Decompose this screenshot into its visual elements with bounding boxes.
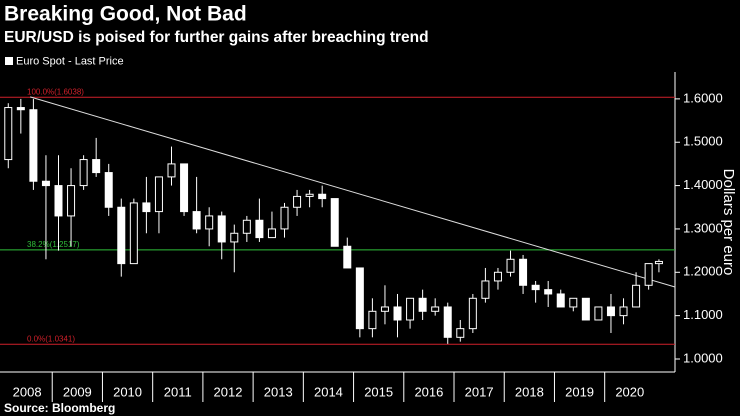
candle-body [205, 215, 214, 230]
candle-body [456, 328, 465, 338]
x-tick-label: 2019 [565, 384, 594, 399]
candle-body [393, 306, 402, 321]
candle-body [506, 258, 515, 273]
candle-body [606, 306, 615, 317]
candle-body [293, 195, 302, 208]
level-label: 100.0%(1.6038) [27, 87, 84, 96]
candle-body [267, 228, 276, 239]
candle-body [142, 202, 151, 213]
candle-body [41, 180, 50, 187]
y-tick-label: 1.2000 [683, 264, 723, 279]
candle-body [380, 306, 389, 312]
candle-body [368, 310, 377, 330]
candle-body [569, 297, 578, 308]
x-tick-label: 2015 [364, 384, 393, 399]
candle-body [619, 306, 628, 317]
y-tick-label: 1.5000 [683, 134, 723, 149]
candle-body [167, 163, 176, 178]
y-tick-label: 1.0000 [683, 350, 723, 365]
x-tick-label: 2014 [314, 384, 343, 399]
candle-body [343, 245, 352, 269]
x-tick-label: 2016 [414, 384, 443, 399]
x-tick-label: 2013 [264, 384, 293, 399]
candle-body [318, 193, 327, 200]
x-tick-label: 2017 [465, 384, 494, 399]
x-tick-label: 2010 [113, 384, 142, 399]
candle-body [355, 267, 364, 330]
candle-body [92, 159, 101, 174]
chart-subtitle: EUR/USD is poised for further gains afte… [4, 29, 429, 46]
candle-body [556, 293, 565, 308]
x-tick-label: 2008 [13, 384, 42, 399]
candle-body [330, 198, 339, 247]
candle-body [431, 306, 440, 312]
candle-body [406, 297, 415, 321]
candle-body [481, 280, 490, 299]
y-tick-label: 1.1000 [683, 307, 723, 322]
candle-body [644, 263, 653, 286]
candle-body [443, 306, 452, 338]
candle-body [632, 284, 641, 308]
x-tick-label: 2009 [63, 384, 92, 399]
candle-body [519, 258, 528, 286]
y-axis-label: Dollars per euro [720, 169, 737, 276]
candle-body [531, 284, 540, 291]
candle-body [104, 172, 113, 208]
chart-title: Breaking Good, Not Bad [4, 3, 247, 26]
candle-body [4, 107, 13, 161]
candle-body [67, 185, 76, 217]
candle-body [493, 271, 502, 282]
candle-body [594, 306, 603, 321]
candle-body [305, 193, 314, 197]
x-tick-label: 2011 [164, 384, 192, 399]
trendline [29, 96, 676, 288]
candle-body [117, 206, 126, 265]
candle-body [16, 107, 25, 111]
level-label: 38.2%(1.2517) [27, 240, 80, 249]
source: Source: Bloomberg [4, 401, 115, 415]
candle-body [180, 163, 189, 213]
x-tick-label: 2020 [615, 384, 644, 399]
candle-body [280, 206, 289, 230]
legend-label: Euro Spot - Last Price [16, 55, 124, 67]
y-tick-label: 1.4000 [683, 177, 723, 192]
candle-body [654, 260, 663, 265]
candle-body [418, 297, 427, 312]
x-tick-label: 2012 [214, 384, 243, 399]
candle-body [129, 202, 138, 265]
candle-body [544, 289, 553, 295]
y-tick-label: 1.6000 [683, 90, 723, 105]
level-label: 0.0%(1.0341) [27, 334, 75, 343]
candle-body [79, 159, 88, 187]
x-tick-label: 2018 [515, 384, 544, 399]
candle-body [192, 211, 201, 230]
candle-body [154, 176, 163, 213]
candle-body [217, 215, 226, 243]
candle-body [468, 297, 477, 330]
y-tick-label: 1.3000 [683, 220, 723, 235]
candle-body [54, 185, 63, 217]
candle-body [242, 219, 251, 234]
legend-swatch [5, 57, 13, 65]
candle-body [581, 297, 590, 321]
candle-body [255, 219, 264, 239]
candle-body [230, 232, 239, 243]
candle-body [29, 109, 38, 182]
